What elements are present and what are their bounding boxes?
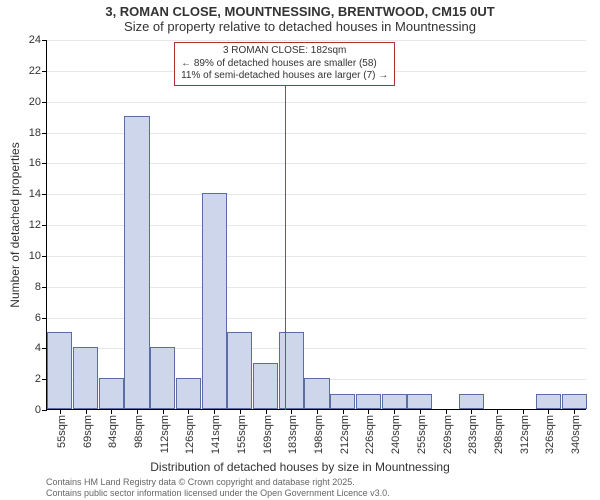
histogram-bar (459, 394, 484, 409)
chart-title-address: 3, ROMAN CLOSE, MOUNTNESSING, BRENTWOOD,… (0, 0, 600, 19)
x-tick-mark (317, 409, 318, 414)
histogram-bar (99, 378, 124, 409)
x-tick-label: 55sqm (56, 415, 68, 448)
callout-box: 3 ROMAN CLOSE: 182sqm← 89% of detached h… (174, 42, 395, 86)
y-tick-label: 24 (29, 34, 47, 46)
x-tick-mark (574, 409, 575, 414)
footer-line1: Contains HM Land Registry data © Crown c… (46, 477, 390, 487)
y-axis-label: Number of detached properties (8, 142, 22, 307)
histogram-bar (304, 378, 329, 409)
histogram-bar (73, 347, 98, 409)
x-axis-label: Distribution of detached houses by size … (0, 460, 600, 474)
x-tick-label: 112sqm (159, 415, 171, 453)
x-tick-label: 126sqm (184, 415, 196, 454)
histogram-bar (227, 332, 252, 409)
x-tick-label: 98sqm (133, 415, 145, 448)
footer-attribution: Contains HM Land Registry data © Crown c… (46, 477, 390, 498)
reference-line (285, 86, 286, 410)
x-tick-label: 69sqm (82, 415, 94, 448)
y-tick-label: 6 (35, 312, 47, 324)
x-tick-label: 240sqm (390, 415, 402, 454)
x-tick-mark (86, 409, 87, 414)
x-tick-mark (214, 409, 215, 414)
plot-area: 02468101214161820222455sqm69sqm84sqm98sq… (46, 40, 586, 410)
y-tick-label: 0 (35, 404, 47, 416)
x-tick-label: 169sqm (262, 415, 274, 454)
x-tick-label: 212sqm (339, 415, 351, 454)
x-tick-mark (240, 409, 241, 414)
x-tick-label: 340sqm (570, 415, 582, 454)
x-tick-label: 283sqm (467, 415, 479, 454)
histogram-bar (382, 394, 407, 409)
x-tick-mark (111, 409, 112, 414)
callout-line2: ← 89% of detached houses are smaller (58… (181, 58, 388, 71)
y-tick-label: 14 (29, 188, 47, 200)
y-tick-label: 10 (29, 250, 47, 262)
x-tick-mark (497, 409, 498, 414)
x-tick-mark (137, 409, 138, 414)
x-tick-mark (368, 409, 369, 414)
x-tick-mark (446, 409, 447, 414)
y-tick-label: 20 (29, 96, 47, 108)
callout-line1: 3 ROMAN CLOSE: 182sqm (181, 45, 388, 58)
x-tick-label: 255sqm (416, 415, 428, 454)
x-tick-label: 155sqm (236, 415, 248, 454)
histogram-bar (279, 332, 304, 409)
footer-line2: Contains public sector information licen… (46, 488, 390, 498)
x-tick-mark (163, 409, 164, 414)
x-tick-label: 326sqm (544, 415, 556, 454)
x-tick-label: 183sqm (287, 415, 299, 454)
chart-area: 02468101214161820222455sqm69sqm84sqm98sq… (46, 40, 586, 410)
y-tick-label: 12 (29, 219, 47, 231)
x-tick-mark (291, 409, 292, 414)
histogram-bar (562, 394, 587, 409)
x-tick-mark (266, 409, 267, 414)
x-tick-mark (188, 409, 189, 414)
callout-line3: 11% of semi-detached houses are larger (… (181, 70, 388, 83)
x-tick-mark (471, 409, 472, 414)
chart-title-subtitle: Size of property relative to detached ho… (0, 19, 600, 36)
histogram-bar (330, 394, 355, 409)
y-tick-label: 16 (29, 157, 47, 169)
histogram-bar (150, 347, 175, 409)
histogram-bar (176, 378, 201, 409)
x-tick-label: 298sqm (493, 415, 505, 454)
histogram-bar (202, 193, 227, 409)
histogram-bar (124, 116, 149, 409)
x-tick-mark (60, 409, 61, 414)
x-tick-label: 198sqm (313, 415, 325, 454)
x-tick-mark (343, 409, 344, 414)
y-tick-label: 2 (35, 373, 47, 385)
x-tick-label: 269sqm (442, 415, 454, 454)
x-tick-mark (394, 409, 395, 414)
bars-layer (47, 40, 586, 409)
x-tick-label: 312sqm (519, 415, 531, 454)
y-tick-label: 4 (35, 342, 47, 354)
y-tick-label: 8 (35, 281, 47, 293)
x-tick-label: 84sqm (107, 415, 119, 448)
x-tick-mark (420, 409, 421, 414)
histogram-bar (47, 332, 72, 409)
y-tick-label: 18 (29, 127, 47, 139)
x-tick-label: 141sqm (210, 415, 222, 454)
histogram-bar (253, 363, 278, 409)
x-tick-mark (548, 409, 549, 414)
x-tick-mark (523, 409, 524, 414)
histogram-bar (356, 394, 381, 409)
x-tick-label: 226sqm (364, 415, 376, 454)
histogram-bar (536, 394, 561, 409)
histogram-bar (407, 394, 432, 409)
y-tick-label: 22 (29, 65, 47, 77)
